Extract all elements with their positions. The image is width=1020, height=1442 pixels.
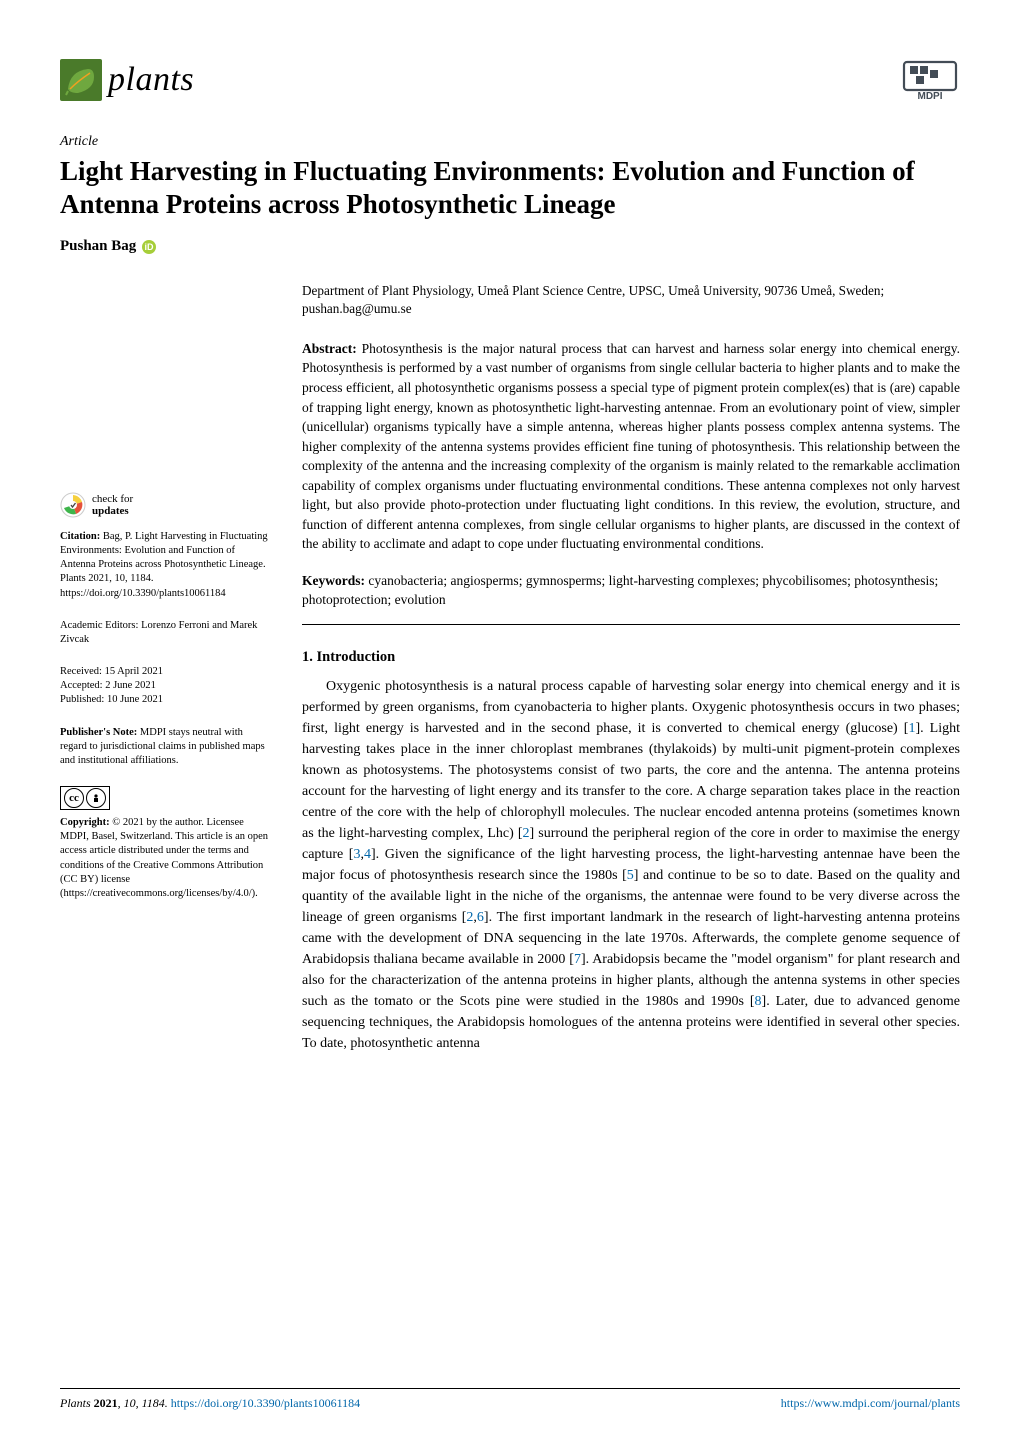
check-updates-icon	[60, 492, 86, 518]
cc-icon: cc	[64, 788, 84, 808]
leaf-icon	[60, 59, 102, 101]
published-date: 10 June 2021	[107, 694, 163, 705]
footer-journal-link[interactable]: https://www.mdpi.com/journal/plants	[781, 1396, 960, 1410]
check-label-2: updates	[92, 505, 133, 517]
affiliation: Department of Plant Physiology, Umeå Pla…	[302, 282, 960, 319]
footer-vol: , 10, 1184.	[118, 1396, 171, 1410]
ref-link[interactable]: 5	[627, 868, 634, 883]
received-label: Received:	[60, 666, 102, 677]
author-name: Pushan Bag	[60, 236, 136, 258]
abstract-text: Photosynthesis is the major natural proc…	[302, 341, 960, 552]
journal-logo: plants	[60, 55, 194, 104]
accepted-label: Accepted:	[60, 680, 103, 691]
footer-journal: Plants	[60, 1396, 94, 1410]
footer-doi-link[interactable]: https://doi.org/10.3390/plants10061184	[171, 1396, 360, 1410]
check-updates-label: check for updates	[92, 493, 133, 517]
ref-link[interactable]: 4	[364, 847, 371, 862]
section-1-heading: 1. Introduction	[302, 647, 960, 668]
p1-b: ]. Light harvesting takes place in the i…	[302, 721, 960, 841]
article-type: Article	[60, 132, 960, 152]
main-column: Department of Plant Physiology, Umeå Pla…	[302, 282, 960, 1054]
publisher-logo: MDPI	[900, 60, 960, 100]
copyright-label: Copyright:	[60, 817, 110, 828]
accepted-date: 2 June 2021	[105, 680, 156, 691]
orcid-icon[interactable]: iD	[142, 240, 156, 254]
cc-license-icons: cc	[60, 786, 110, 810]
article-title: Light Harvesting in Fluctuating Environm…	[60, 155, 960, 223]
editors-label: Academic Editors:	[60, 620, 138, 631]
ref-link[interactable]: 2	[523, 826, 530, 841]
pubnote-label: Publisher's Note:	[60, 727, 137, 738]
by-icon	[86, 788, 106, 808]
ref-link[interactable]: 7	[574, 952, 581, 967]
citation-label: Citation:	[60, 531, 100, 542]
journal-name: plants	[108, 55, 194, 104]
ref-link[interactable]: 8	[755, 994, 762, 1009]
check-label-1: check for	[92, 493, 133, 505]
received-date: 15 April 2021	[105, 666, 163, 677]
ref-link[interactable]: 6	[477, 910, 484, 925]
p1-a: Oxygenic photosynthesis is a natural pro…	[302, 679, 960, 736]
citation-block: Citation: Bag, P. Light Harvesting in Fl…	[60, 530, 270, 601]
copyright-block: Copyright: © 2021 by the author. License…	[60, 816, 270, 901]
footer-year: 2021	[94, 1396, 118, 1410]
sidebar: check for updates Citation: Bag, P. Ligh…	[60, 282, 270, 1054]
dates-block: Received: 15 April 2021 Accepted: 2 June…	[60, 665, 270, 708]
keywords-block: Keywords: cyanobacteria; angiosperms; gy…	[302, 572, 960, 610]
editors-block: Academic Editors: Lorenzo Ferroni and Ma…	[60, 619, 270, 647]
abstract-block: Abstract: Photosynthesis is the major na…	[302, 339, 960, 554]
svg-text:iD: iD	[145, 242, 155, 252]
svg-text:MDPI: MDPI	[918, 91, 943, 100]
check-updates-badge[interactable]: check for updates	[60, 492, 270, 518]
page-footer: Plants 2021, 10, 1184. https://doi.org/1…	[60, 1388, 960, 1412]
footer-left: Plants 2021, 10, 1184. https://doi.org/1…	[60, 1395, 360, 1412]
abstract-label: Abstract:	[302, 341, 357, 356]
separator-rule	[302, 624, 960, 625]
keywords-label: Keywords:	[302, 573, 365, 588]
publisher-note-block: Publisher's Note: MDPI stays neutral wit…	[60, 726, 270, 769]
copyright-text: © 2021 by the author. Licensee MDPI, Bas…	[60, 817, 268, 899]
published-label: Published:	[60, 694, 104, 705]
footer-right: https://www.mdpi.com/journal/plants	[781, 1395, 960, 1412]
header-row: plants MDPI	[60, 55, 960, 104]
intro-paragraph: Oxygenic photosynthesis is a natural pro…	[302, 676, 960, 1054]
author-line: Pushan Bag iD	[60, 236, 960, 258]
keywords-text: cyanobacteria; angiosperms; gymnosperms;…	[302, 573, 938, 607]
